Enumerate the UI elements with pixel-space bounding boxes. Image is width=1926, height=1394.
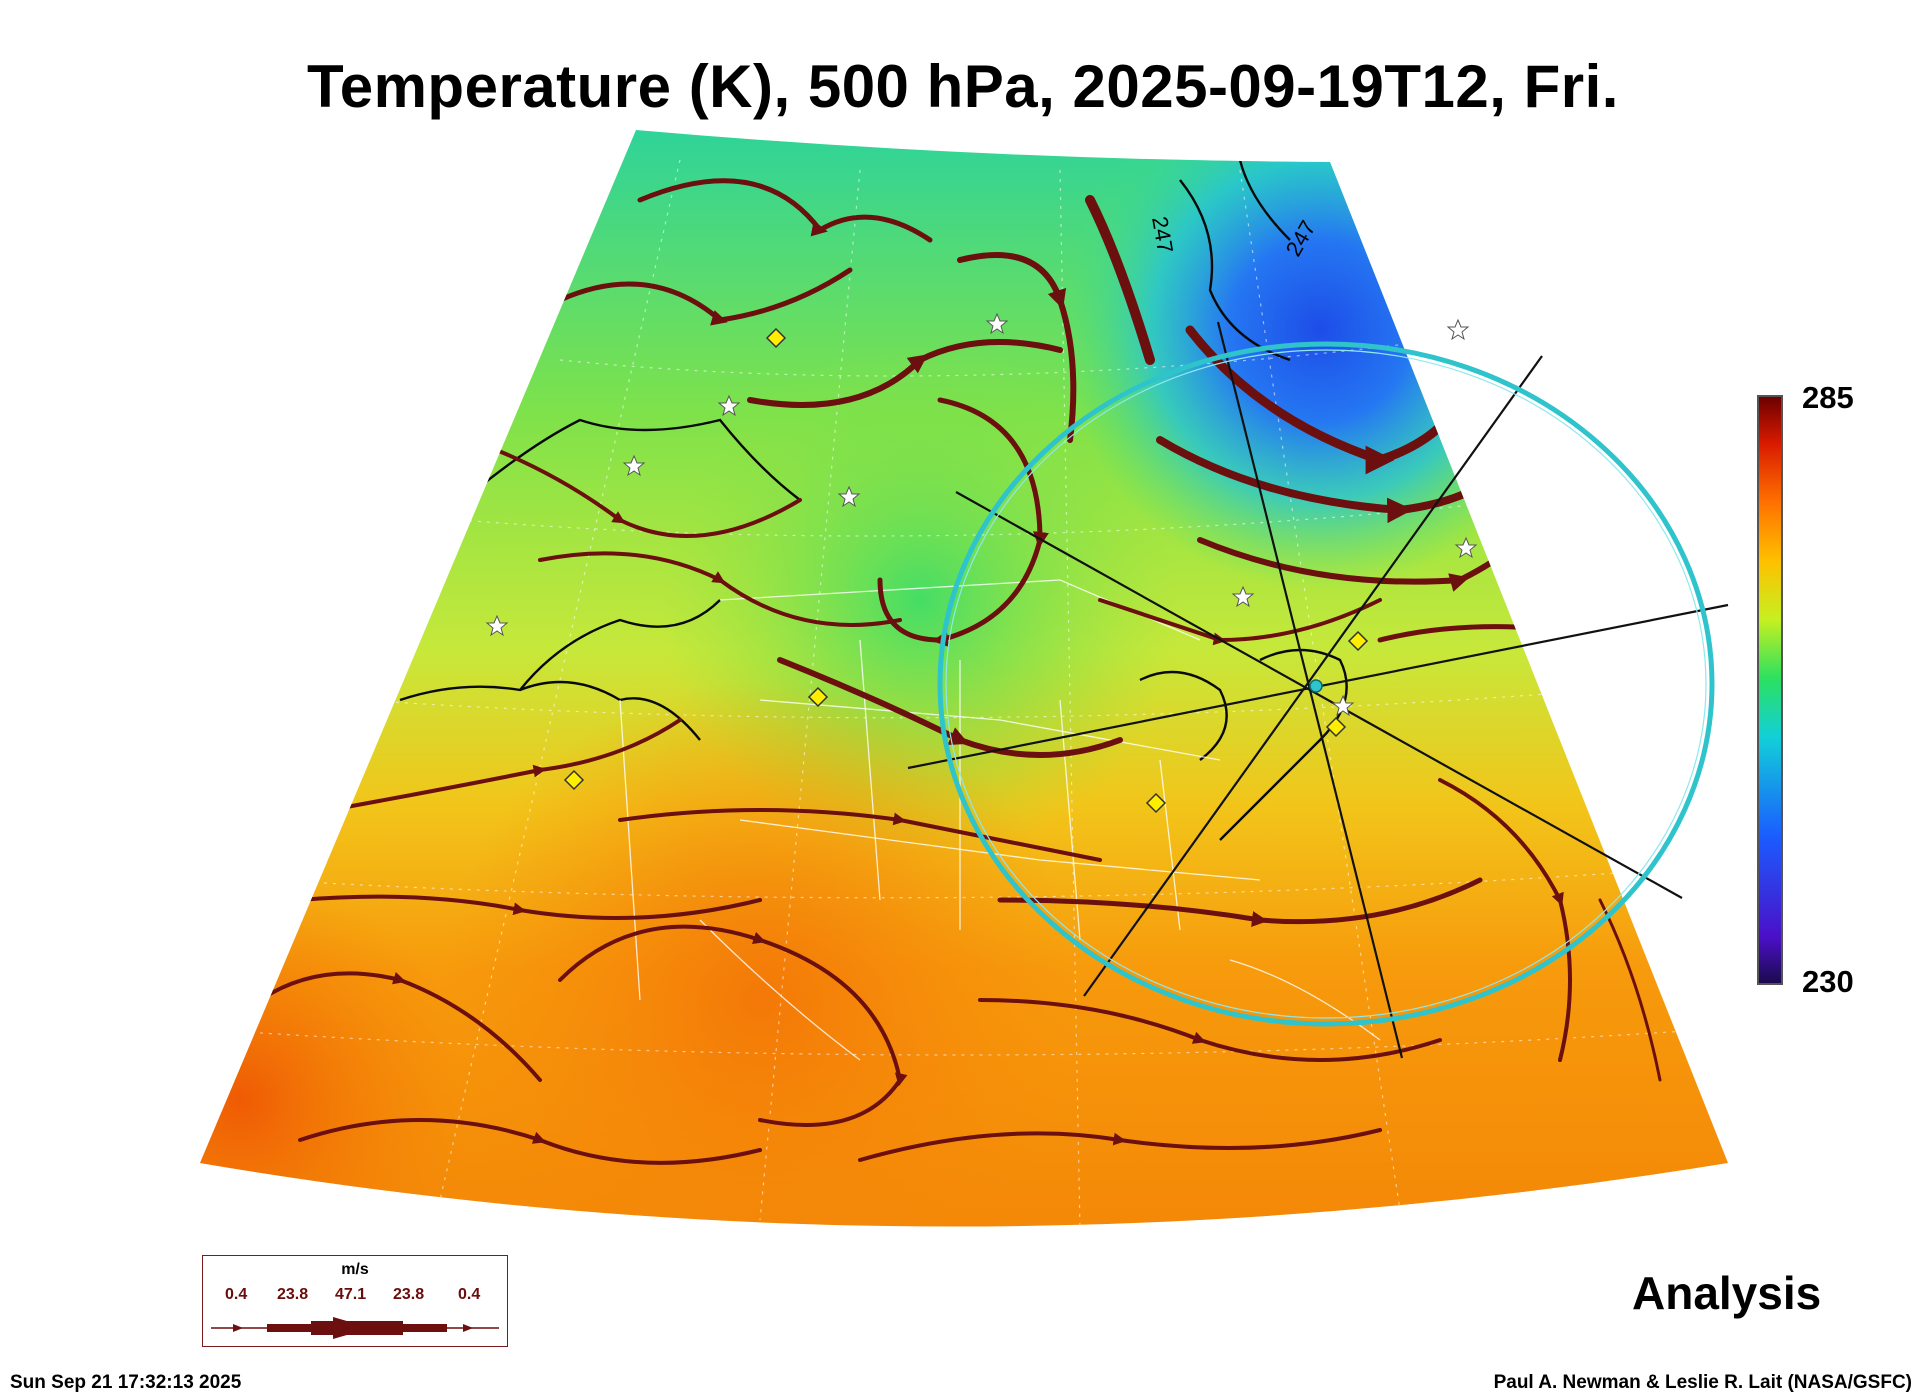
wind-legend-arrow [211,1317,499,1339]
wind-speed-legend: m/s 0.4 23.8 47.1 23.8 0.4 [202,1255,508,1347]
credit: Paul A. Newman & Leslie R. Lait (NASA/GS… [1493,1372,1912,1393]
range-ring [937,341,1715,1027]
range-ring-inner [945,349,1707,1019]
colorbar [1757,395,1783,985]
wind-legend-value: 23.8 [393,1286,425,1303]
wind-legend-value: 23.8 [277,1286,309,1303]
wind-legend-unit: m/s [341,1261,369,1278]
coastlines [399,159,1348,841]
center-point [1309,679,1323,693]
station-star-markers [485,312,1478,717]
wind-legend-value: 47.1 [335,1286,367,1303]
wind-legend-value: 0.4 [458,1286,481,1303]
temperature-field [200,130,1728,1227]
map-title: Temperature (K), 500 hPa, 2025-09-19T12,… [307,53,1619,120]
timestamp: Sun Sep 21 17:32:13 2025 [10,1372,242,1393]
station-diamond-markers [563,327,1369,814]
colorbar-min-label: 230 [1802,964,1854,999]
colorbar-max-label: 285 [1802,380,1854,415]
wind-streamlines [258,178,1662,1165]
analysis-label: Analysis [1632,1267,1822,1319]
wind-legend-value: 0.4 [225,1286,248,1303]
